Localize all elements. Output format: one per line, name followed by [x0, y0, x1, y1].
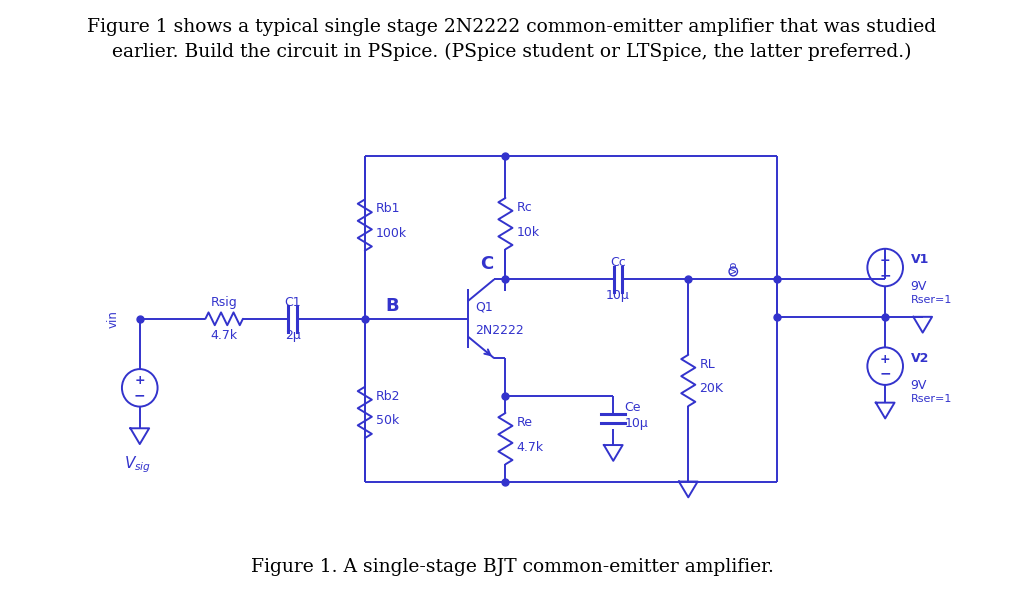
Text: 4.7k: 4.7k: [211, 329, 238, 342]
Text: 2N2222: 2N2222: [475, 324, 524, 337]
Text: 4.7k: 4.7k: [517, 441, 544, 454]
Text: C1: C1: [285, 296, 301, 309]
Text: Rser=1: Rser=1: [910, 394, 952, 404]
Text: 9V: 9V: [910, 280, 927, 294]
Text: Re: Re: [517, 416, 532, 429]
Text: −: −: [880, 367, 891, 381]
Text: Figure 1 shows a typical single stage 2N2222 common-emitter amplifier that was s: Figure 1 shows a typical single stage 2N…: [87, 18, 937, 62]
Text: Figure 1. A single-stage BJT common-emitter amplifier.: Figure 1. A single-stage BJT common-emit…: [251, 558, 773, 576]
Text: Rser=1: Rser=1: [910, 295, 952, 305]
Text: C: C: [480, 255, 494, 273]
Text: 100k: 100k: [376, 227, 408, 240]
Text: vo: vo: [728, 261, 738, 275]
Text: V1: V1: [910, 253, 929, 266]
Text: $V_{sig}$: $V_{sig}$: [124, 454, 152, 474]
Text: 10μ: 10μ: [625, 417, 648, 431]
Text: +: +: [134, 375, 145, 387]
Text: Rb2: Rb2: [376, 390, 400, 403]
Text: Rb1: Rb1: [376, 202, 400, 215]
Text: B: B: [385, 297, 399, 315]
Text: Rsig: Rsig: [211, 296, 238, 309]
Text: Rc: Rc: [517, 201, 532, 214]
Text: Q1: Q1: [475, 301, 494, 314]
Text: 9V: 9V: [910, 379, 927, 392]
Text: 2μ: 2μ: [285, 329, 300, 342]
Text: Cc: Cc: [610, 256, 626, 270]
Text: −: −: [134, 389, 145, 402]
Text: V2: V2: [910, 352, 929, 365]
Text: 50k: 50k: [376, 415, 399, 428]
Text: 10k: 10k: [517, 225, 540, 239]
Text: vin: vin: [106, 310, 120, 328]
Text: 10μ: 10μ: [606, 289, 630, 302]
Text: +: +: [880, 353, 891, 366]
Text: Ce: Ce: [625, 401, 641, 414]
Text: 20K: 20K: [699, 382, 724, 395]
Text: +: +: [880, 254, 891, 267]
Text: −: −: [880, 268, 891, 282]
Text: RL: RL: [699, 357, 716, 371]
